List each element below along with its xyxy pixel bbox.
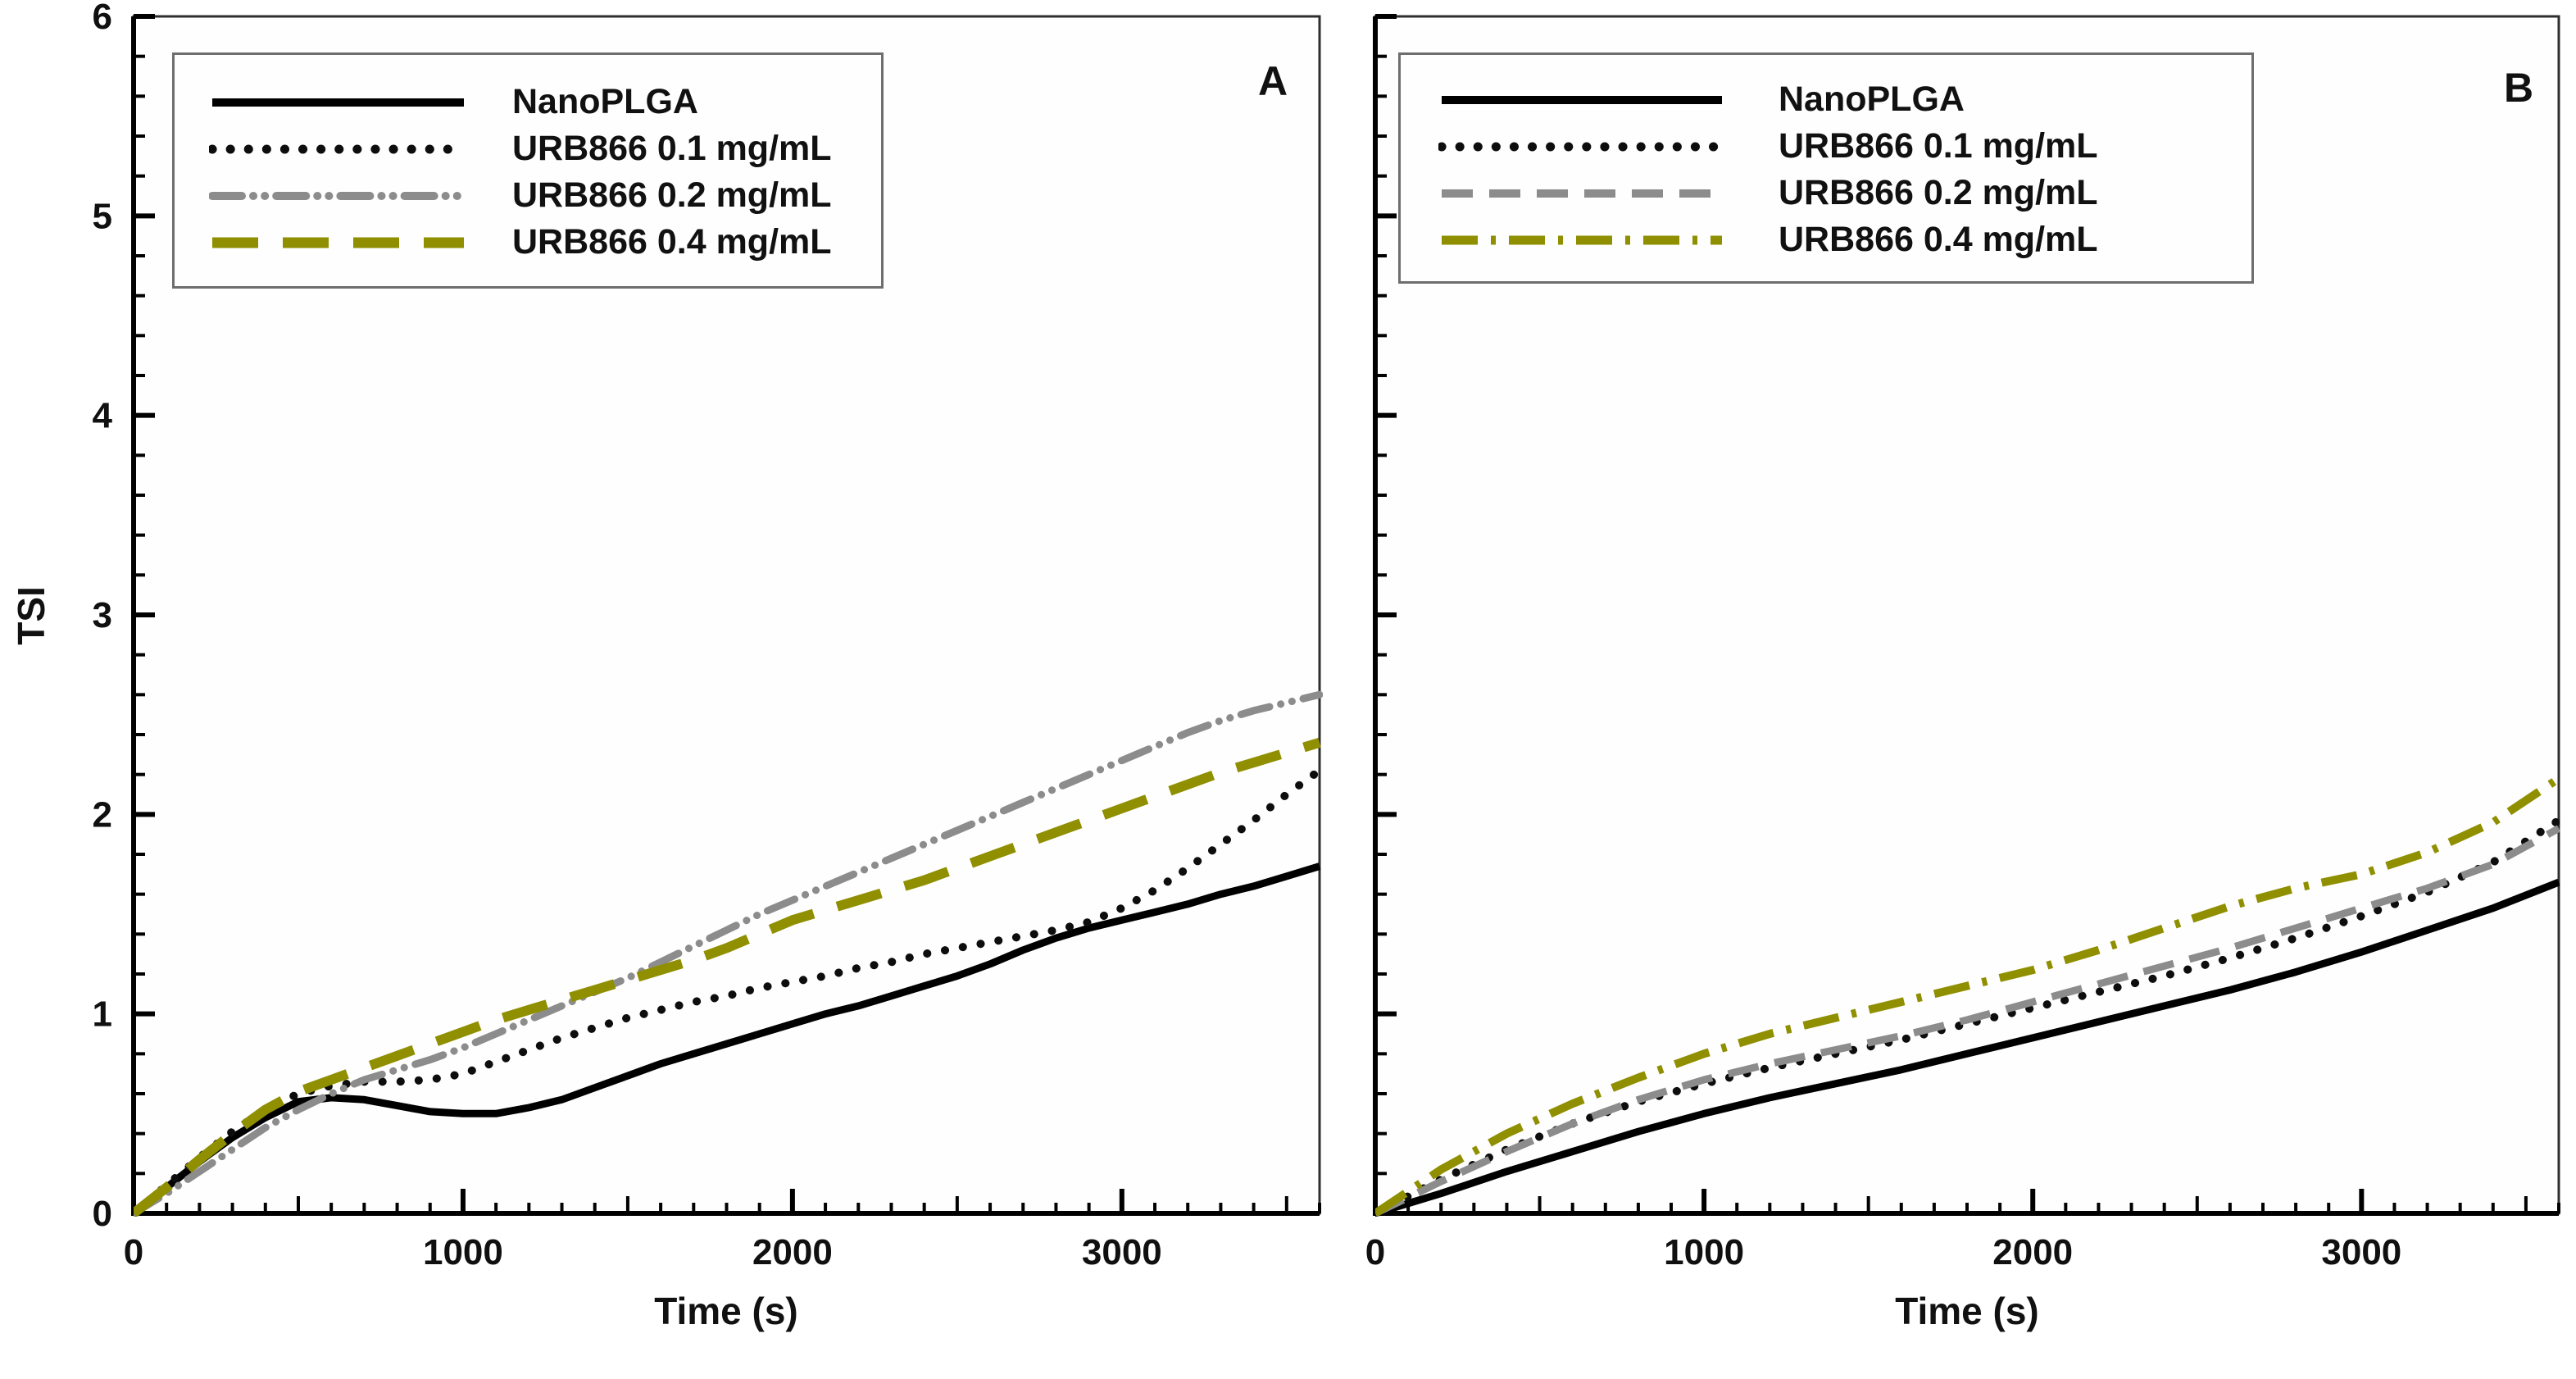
legend-item-urb866-01: URB866 0.1 mg/mL bbox=[1438, 123, 2235, 170]
x-tick-label: 0 bbox=[1365, 1232, 1385, 1272]
line-sample-dotted-icon bbox=[209, 144, 467, 153]
curves-group bbox=[1375, 775, 2562, 1217]
x-tick-label: 2000 bbox=[1992, 1232, 2073, 1272]
x-tick-label: 3000 bbox=[1082, 1232, 1162, 1272]
legend-panel-a: NanoPLGA URB866 0.1 mg/mL URB866 0.2 mg/… bbox=[172, 52, 884, 289]
line-sample-dash-dot-dot-icon bbox=[209, 191, 467, 200]
legend-panel-b: NanoPLGA URB866 0.1 mg/mL URB866 0.2 mg/… bbox=[1398, 52, 2254, 284]
legend-label: URB866 0.4 mg/mL bbox=[512, 222, 832, 262]
x-tick-label: 3000 bbox=[2321, 1232, 2401, 1272]
x-axis-title-panel-a: Time (s) bbox=[654, 1290, 798, 1332]
line-sample-dashed-icon bbox=[1442, 189, 1722, 198]
line-sample-long-dash-icon bbox=[212, 237, 464, 248]
series-curve-urb866-0-2-mg-ml bbox=[1375, 825, 2561, 1217]
y-tick-label: 1 bbox=[93, 994, 112, 1035]
line-sample-solid-icon bbox=[1442, 95, 1722, 104]
legend-item-urb866-04: URB866 0.4 mg/mL bbox=[1438, 216, 2235, 263]
y-tick-label: 5 bbox=[93, 196, 112, 236]
legend-label: URB866 0.4 mg/mL bbox=[1779, 220, 2098, 259]
legend-item-urb866-01: URB866 0.1 mg/mL bbox=[209, 125, 865, 172]
legend-label: URB866 0.1 mg/mL bbox=[1779, 126, 2098, 166]
y-tick-label: 4 bbox=[93, 396, 113, 436]
x-tick-label: 1000 bbox=[423, 1232, 503, 1272]
y-tick-label: 3 bbox=[93, 595, 112, 635]
x-tick-label: 0 bbox=[124, 1232, 143, 1272]
x-axis-title-panel-b: Time (s) bbox=[1895, 1290, 2039, 1332]
y-tick-label: 0 bbox=[93, 1194, 112, 1234]
series-curve-nanoplga bbox=[134, 862, 1321, 1217]
x-tick-label: 2000 bbox=[752, 1232, 833, 1272]
line-sample-dash-dot-icon bbox=[1442, 235, 1722, 244]
series-curve-nanoplga bbox=[1375, 878, 2560, 1217]
line-sample-dotted-icon bbox=[1438, 142, 1725, 151]
y-tick-label: 2 bbox=[93, 794, 112, 835]
legend-item-urb866-02: URB866 0.2 mg/mL bbox=[209, 172, 865, 219]
legend-label: URB866 0.1 mg/mL bbox=[512, 129, 832, 168]
series-curve-urb866-0-1-mg-ml bbox=[134, 766, 1323, 1217]
panel-label-b: B bbox=[2503, 65, 2534, 111]
legend-label: NanoPLGA bbox=[512, 82, 698, 121]
panel-label-a: A bbox=[1257, 58, 1288, 104]
legend-label: NanoPLGA bbox=[1779, 80, 1965, 119]
series-curve-urb866-0-4-mg-ml bbox=[1375, 775, 2561, 1217]
line-sample-solid-icon bbox=[212, 98, 464, 107]
x-tick-label: 1000 bbox=[1664, 1232, 1744, 1272]
legend-label: URB866 0.2 mg/mL bbox=[512, 175, 832, 215]
y-tick-label: 6 bbox=[93, 0, 112, 37]
legend-item-nanoplga: NanoPLGA bbox=[209, 79, 865, 125]
legend-item-nanoplga: NanoPLGA bbox=[1438, 76, 2235, 123]
series-curve-urb866-0-2-mg-ml bbox=[134, 690, 1323, 1217]
legend-label: URB866 0.2 mg/mL bbox=[1779, 173, 2098, 212]
legend-item-urb866-02: URB866 0.2 mg/mL bbox=[1438, 170, 2235, 216]
y-axis-title: TSI bbox=[10, 586, 52, 645]
series-curve-urb866-0-4-mg-ml bbox=[134, 737, 1321, 1217]
legend-item-urb866-04: URB866 0.4 mg/mL bbox=[209, 219, 865, 266]
curves-group bbox=[134, 690, 1323, 1217]
